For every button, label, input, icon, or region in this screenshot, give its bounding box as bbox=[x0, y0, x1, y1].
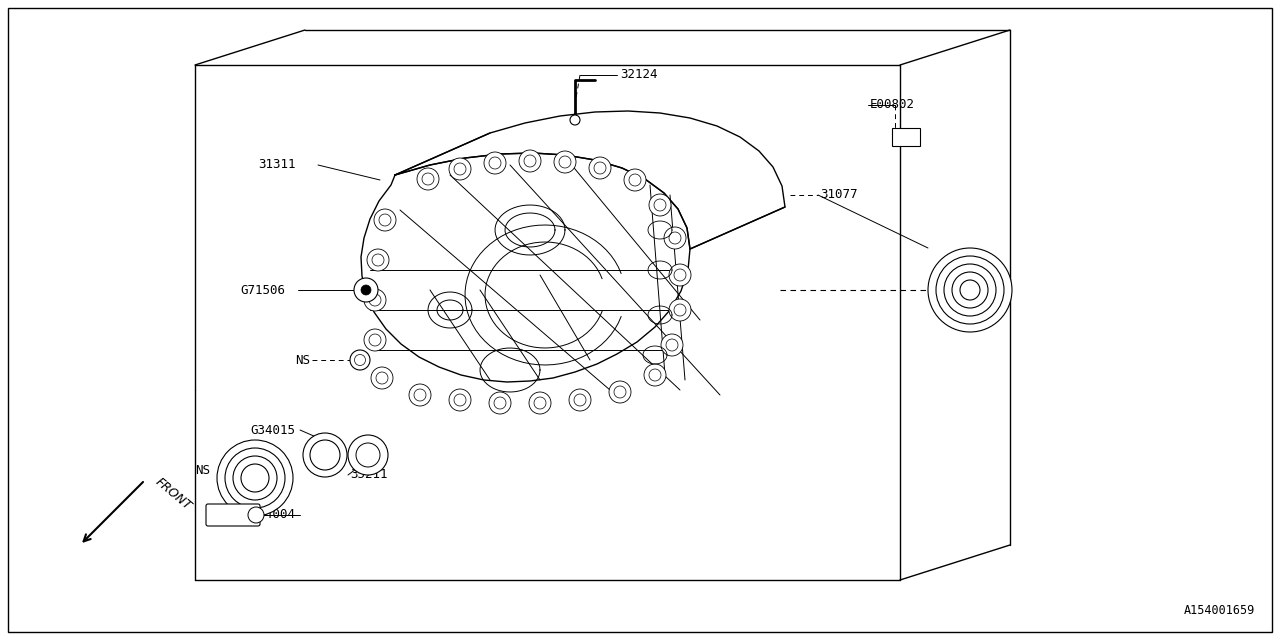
Circle shape bbox=[484, 152, 506, 174]
Text: 31077: 31077 bbox=[820, 189, 858, 202]
Text: 32124: 32124 bbox=[620, 68, 658, 81]
Circle shape bbox=[664, 227, 686, 249]
Circle shape bbox=[303, 433, 347, 477]
Circle shape bbox=[348, 435, 388, 475]
Circle shape bbox=[928, 248, 1012, 332]
Circle shape bbox=[248, 507, 264, 523]
Polygon shape bbox=[361, 153, 690, 382]
Text: G54004: G54004 bbox=[250, 509, 294, 522]
Circle shape bbox=[449, 158, 471, 180]
FancyBboxPatch shape bbox=[206, 504, 260, 526]
Circle shape bbox=[669, 264, 691, 286]
Circle shape bbox=[417, 168, 439, 190]
Circle shape bbox=[589, 157, 611, 179]
Text: NS: NS bbox=[195, 463, 210, 477]
Circle shape bbox=[374, 209, 396, 231]
Circle shape bbox=[355, 278, 378, 302]
Circle shape bbox=[349, 350, 370, 370]
Circle shape bbox=[364, 289, 387, 311]
Circle shape bbox=[609, 381, 631, 403]
Text: NS: NS bbox=[294, 353, 310, 367]
Text: G71506: G71506 bbox=[241, 284, 285, 296]
Circle shape bbox=[489, 392, 511, 414]
Circle shape bbox=[660, 334, 684, 356]
Circle shape bbox=[625, 169, 646, 191]
Circle shape bbox=[570, 115, 580, 125]
Circle shape bbox=[644, 364, 666, 386]
Circle shape bbox=[218, 440, 293, 516]
Circle shape bbox=[529, 392, 550, 414]
Circle shape bbox=[449, 389, 471, 411]
Circle shape bbox=[361, 285, 371, 295]
Text: G34015: G34015 bbox=[250, 424, 294, 436]
Circle shape bbox=[410, 384, 431, 406]
Circle shape bbox=[570, 389, 591, 411]
Circle shape bbox=[371, 367, 393, 389]
Text: A154001659: A154001659 bbox=[1184, 604, 1254, 616]
Bar bbox=[892, 128, 920, 146]
Text: 35211: 35211 bbox=[349, 468, 388, 481]
Circle shape bbox=[669, 299, 691, 321]
Text: 31311: 31311 bbox=[259, 159, 296, 172]
Circle shape bbox=[960, 280, 980, 300]
Polygon shape bbox=[396, 111, 785, 249]
Text: FRONT: FRONT bbox=[154, 475, 195, 513]
Circle shape bbox=[649, 194, 671, 216]
Circle shape bbox=[364, 329, 387, 351]
Circle shape bbox=[554, 151, 576, 173]
Circle shape bbox=[367, 249, 389, 271]
Circle shape bbox=[518, 150, 541, 172]
Text: E00802: E00802 bbox=[870, 99, 915, 111]
